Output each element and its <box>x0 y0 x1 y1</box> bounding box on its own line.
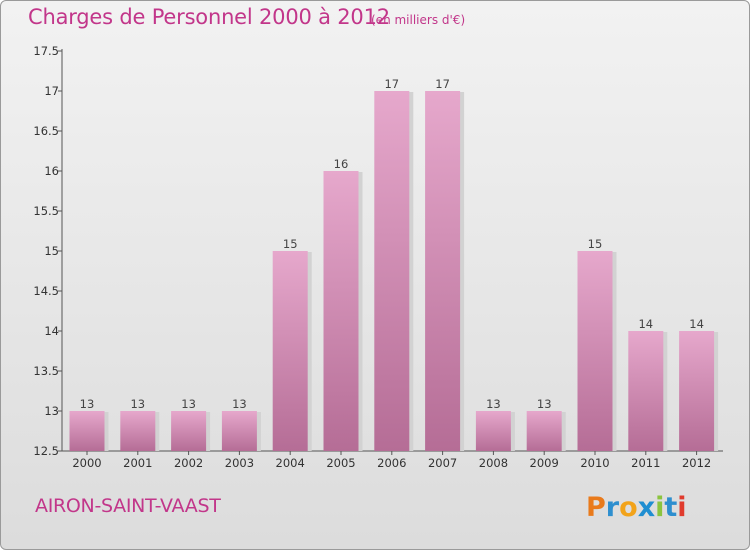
x-tick-label: 2012 <box>682 456 711 470</box>
bar-value-label: 14 <box>638 317 653 331</box>
bar-value-label: 15 <box>588 237 603 251</box>
y-tick-label: 16.5 <box>33 124 59 138</box>
y-tick-label: 12.5 <box>33 444 59 458</box>
x-tick-label: 2001 <box>123 456 152 470</box>
bar-value-label: 13 <box>130 397 145 411</box>
bar-2001 <box>120 411 156 451</box>
proxiti-logo: Proxiti <box>586 492 687 523</box>
commune-name: AIRON-SAINT-VAAST <box>35 495 221 517</box>
bar-2009 <box>526 411 562 451</box>
bar-value-label: 16 <box>334 157 349 171</box>
bar-value-label: 13 <box>80 397 95 411</box>
bar-2003 <box>221 411 257 451</box>
bar-2011 <box>628 331 664 451</box>
y-tick-label: 14 <box>44 324 59 338</box>
bar-2012 <box>679 331 715 451</box>
chart-title: Charges de Personnel 2000 à 2012 <box>28 5 390 29</box>
bar-2002 <box>171 411 207 451</box>
bar-2005 <box>323 171 359 451</box>
x-tick-label: 2009 <box>530 456 559 470</box>
y-tick-label: 15 <box>44 244 59 258</box>
x-tick-label: 2004 <box>276 456 305 470</box>
svg-text:Proxiti: Proxiti <box>586 492 687 523</box>
y-tick-label: 17 <box>44 84 59 98</box>
y-tick-label: 14.5 <box>33 284 59 298</box>
bar-value-label: 13 <box>486 397 501 411</box>
x-tick-label: 2008 <box>479 456 508 470</box>
bar-value-label: 13 <box>232 397 247 411</box>
bar-2007 <box>425 91 461 451</box>
x-tick-label: 2010 <box>580 456 609 470</box>
bar-value-label: 13 <box>181 397 196 411</box>
x-tick-label: 2002 <box>174 456 203 470</box>
x-tick-label: 2003 <box>225 456 254 470</box>
bar-value-label: 17 <box>435 77 450 91</box>
bar-2008 <box>475 411 511 451</box>
y-tick-label: 15.5 <box>33 204 59 218</box>
bar-value-label: 17 <box>384 77 399 91</box>
x-tick-label: 2006 <box>377 456 406 470</box>
bar-value-label: 13 <box>537 397 552 411</box>
x-tick-label: 2011 <box>631 456 660 470</box>
bar-2006 <box>374 91 410 451</box>
x-tick-label: 2000 <box>72 456 101 470</box>
chart-unit: (en milliers d'€) <box>371 13 466 27</box>
bar-2004 <box>272 251 308 451</box>
x-tick-label: 2007 <box>428 456 457 470</box>
y-tick-label: 17.5 <box>33 44 59 58</box>
x-tick-label: 2005 <box>326 456 355 470</box>
y-tick-label: 13.5 <box>33 364 59 378</box>
bar-2010 <box>577 251 613 451</box>
y-tick-label: 16 <box>44 164 59 178</box>
bar-value-label: 14 <box>689 317 704 331</box>
y-tick-label: 13 <box>44 404 59 418</box>
bar-value-label: 15 <box>283 237 298 251</box>
bar-2000 <box>69 411 105 451</box>
